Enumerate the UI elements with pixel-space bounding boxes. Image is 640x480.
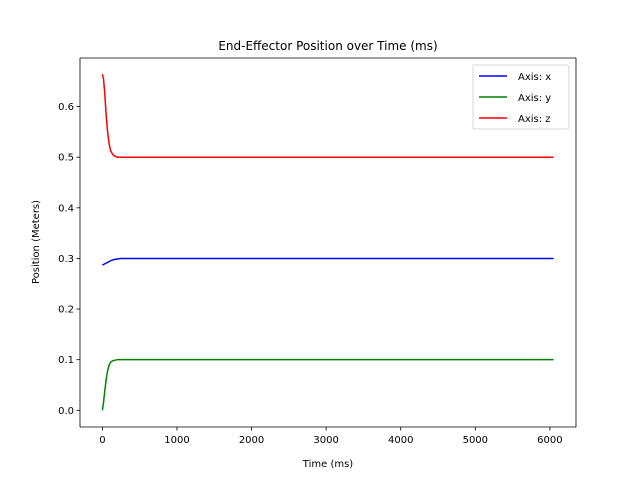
legend-label-1: Axis: x: [518, 72, 551, 83]
plot-area: [101, 74, 554, 411]
y-tick-label: 0.1: [58, 355, 74, 366]
x-tick-label: 2000: [239, 435, 264, 446]
legend-box: [472, 64, 570, 130]
ticks: 0 1000 2000 3000 4000 5000 6000 0.0 0.1 0.2 0.3 0.4…: [58, 102, 563, 446]
chart-title: End-Effector Position over Time (ms): [218, 39, 437, 53]
x-tick-label: 5000: [463, 435, 488, 446]
legend: Axis: x Axis: y Axis: z: [472, 64, 570, 130]
x-tick-label: 3000: [313, 435, 338, 446]
legend-label-3: Axis: z: [518, 114, 551, 125]
series-line-2: [101, 358, 554, 411]
x-tick-label: 1000: [164, 435, 189, 446]
y-tick-label: 0.2: [58, 305, 74, 316]
x-axis-label: Time (ms): [302, 459, 354, 470]
series-line-1: [102, 257, 554, 266]
x-tick-label: 0: [99, 435, 105, 446]
y-axis-label: Position (Meters): [31, 200, 42, 284]
x-tick-label: 4000: [388, 435, 413, 446]
y-tick-label: 0.6: [58, 102, 74, 113]
x-tick-label: 6000: [537, 435, 562, 446]
series-line-3: [101, 74, 554, 158]
axes: [79, 57, 577, 428]
y-tick-label: 0.0: [58, 406, 74, 417]
y-tick-label: 0.4: [58, 203, 74, 214]
legend-label-2: Axis: y: [518, 93, 551, 104]
y-tick-label: 0.5: [58, 153, 74, 164]
y-tick-label: 0.3: [58, 254, 74, 265]
